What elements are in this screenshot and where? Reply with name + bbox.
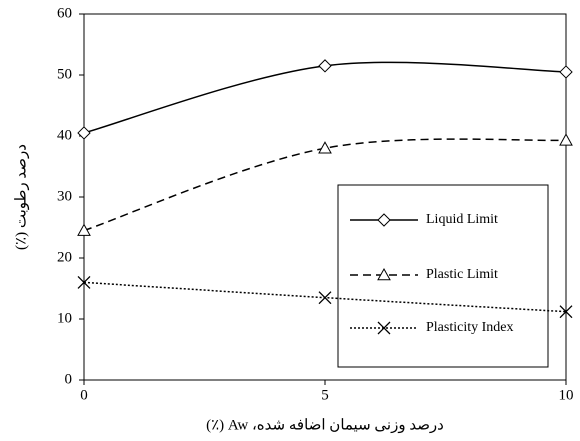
data-point: [77, 126, 91, 140]
data-point: [318, 291, 332, 305]
series-line: [83, 61, 567, 134]
data-point: [559, 133, 573, 146]
data-point: [77, 223, 91, 236]
x-tick-label: 10: [559, 387, 574, 403]
legend-box: [337, 184, 549, 368]
y-tick-label: 0: [65, 371, 73, 387]
data-point: [77, 275, 91, 289]
data-point: [318, 59, 332, 73]
y-tick-label: 20: [57, 249, 72, 265]
legend-label: Plastic Limit: [426, 267, 498, 282]
legend-label: Liquid Limit: [426, 212, 498, 227]
data-point: [559, 65, 573, 79]
x-tick-label: 0: [80, 387, 88, 403]
legend-marker: [377, 267, 391, 281]
legend-label: Plasticity Index: [426, 320, 514, 335]
y-axis-label: درصد رطوبت (٪): [13, 144, 29, 250]
x-axis-label: درصد وزنی سیمان اضافه شده، Aw (٪): [206, 417, 444, 433]
data-point: [318, 141, 332, 154]
y-tick-label: 10: [57, 310, 72, 326]
y-tick-label: 30: [57, 188, 72, 204]
y-tick-label: 40: [57, 127, 72, 143]
legend-marker: [377, 213, 391, 227]
x-tick-label: 5: [321, 387, 329, 403]
legend-marker: [377, 321, 391, 335]
y-tick-label: 60: [57, 5, 72, 21]
y-tick-label: 50: [57, 66, 72, 82]
data-point: [559, 305, 573, 319]
